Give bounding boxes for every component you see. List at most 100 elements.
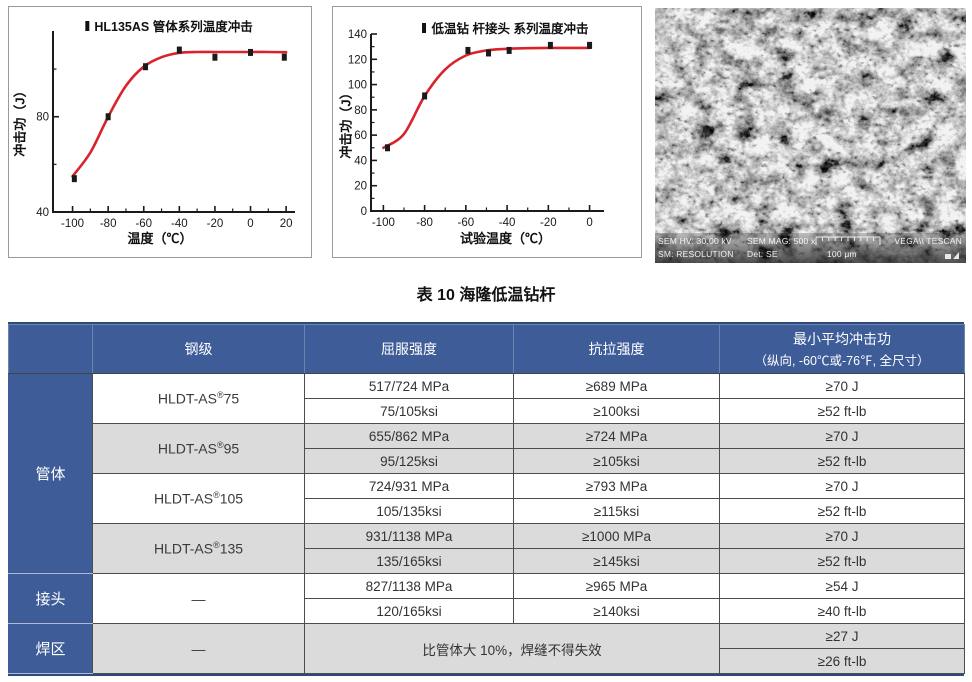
registered-mark: ® (213, 490, 220, 501)
registered-mark: ® (216, 390, 224, 401)
tensile-cell: ≥140ksi (513, 598, 720, 624)
grade-size: 105 (219, 490, 244, 507)
table-row: 75/105ksi ≥100ksi ≥52 ft-lb (9, 398, 965, 424)
tensile-cell: ≥793 MPa (513, 473, 720, 499)
sem-brand-label: VEGA\\ TESCAN (894, 236, 962, 246)
chart-1-y-axis-title: 冲击功（J） (12, 84, 28, 157)
grade-cell: — (92, 573, 305, 624)
col-header-impact: 最小平均冲击功 （纵向, -60℃或-76℉, 全尺寸） (719, 324, 965, 374)
yield-cell: 827/1138 MPa (304, 573, 514, 599)
series-marker-icon (422, 22, 427, 33)
col-header-yield: 屈服强度 (304, 324, 514, 374)
grade-cell: HLDT-AS®95 (92, 423, 305, 474)
grade-size: 75 (223, 390, 240, 407)
impact-cell: ≥70 J (719, 423, 965, 449)
tensile-cell: ≥1000 MPa (513, 523, 720, 549)
svg-text:80: 80 (36, 112, 49, 124)
svg-text:-20: -20 (207, 218, 224, 230)
tensile-cell: ≥689 MPa (513, 373, 720, 399)
impact-chart-pipe-body-plot: -100 -80 -60 -40 -20 0 20 40 80 (9, 7, 311, 257)
table-row: HLDT-AS®105 724/931 MPa ≥793 MPa ≥70 J (9, 473, 965, 524)
registered-mark: ® (213, 540, 220, 551)
svg-text:140: 140 (348, 29, 367, 41)
tescan-logo-icon (945, 252, 959, 259)
impact-chart-tool-joint-plot: -100 -80 -60 -40 -20 0 0 20 40 60 80 100 120 140 (333, 7, 641, 257)
impact-cell: ≥52 ft-lb (719, 498, 965, 524)
svg-text:-100: -100 (372, 217, 395, 229)
chart-2-y-axis-title: 冲击功（J） (338, 86, 354, 159)
chart-canvas: -100 -80 -60 -40 -20 0 20 40 80 (36, 31, 295, 230)
chart-2-legend-label: 低温钻 杆接头 系列温度冲击 (431, 22, 589, 36)
yield-cell: 724/931 MPa (304, 473, 514, 499)
grade-size: 95 (223, 440, 240, 457)
svg-text:120: 120 (348, 54, 367, 66)
impact-cell: ≥54 J (719, 573, 965, 599)
table-row: ≥26 ft-lb (9, 648, 965, 674)
sem-scale-label: 100 μm (827, 249, 857, 259)
grade-name: HLDT-AS (153, 490, 214, 507)
grade-cell: — (92, 623, 305, 674)
grade-name: HLDT-AS (157, 390, 217, 407)
col-header-impact-line2: （纵向, -60℃或-76℉, 全尺寸） (754, 354, 930, 368)
chart-canvas: -100 -80 -60 -40 -20 0 0 20 40 60 80 100 120 140 (348, 29, 604, 229)
table-row: 135/165ksi ≥145ksi ≥52 ft-lb (9, 548, 965, 574)
chart-1-legend-label: HL135AS 管体系列温度冲击 (94, 20, 253, 34)
col-header-tensile: 抗拉强度 (513, 324, 720, 374)
svg-text:-80: -80 (416, 217, 433, 229)
grade-size: 135 (219, 540, 244, 557)
impact-chart-tool-joint-panel: -100 -80 -60 -40 -20 0 0 20 40 60 80 100 120 140 低温钻 … (332, 6, 642, 258)
table-header-row: 钢级 屈服强度 抗拉强度 最小平均冲击功 （纵向, -60℃或-76℉, 全尺寸… (8, 324, 965, 374)
svg-text:-60: -60 (458, 217, 475, 229)
sem-detector-label: Det: SE (747, 249, 778, 259)
col-header-impact-line1: 最小平均冲击功 (793, 331, 891, 347)
yield-cell: 105/135ksi (304, 498, 514, 524)
yield-cell: 655/862 MPa (304, 423, 514, 449)
impact-cell: ≥70 J (719, 473, 965, 499)
chart-2-x-axis-title: 试验温度（℃） (459, 231, 551, 246)
yield-cell: 75/105ksi (304, 398, 514, 424)
tensile-cell: ≥100ksi (513, 398, 720, 424)
tensile-cell: ≥965 MPa (513, 573, 720, 599)
svg-text:0: 0 (586, 217, 592, 229)
table-row: 焊区 — 比管体大 10%，焊缝不得失效 ≥27 J (8, 623, 965, 674)
svg-text:-20: -20 (540, 217, 557, 229)
sem-micrograph-panel: SEM HV: 30.00 kV SEM MAG: 500 x VEGA\\ T… (655, 8, 966, 263)
chart-1-x-axis-title: 温度（℃） (127, 231, 193, 246)
svg-text:-80: -80 (100, 218, 117, 230)
grade-cell: HLDT-AS®75 (92, 373, 305, 424)
grade-cell: HLDT-AS®135 (92, 523, 305, 574)
sem-info-bar: SEM HV: 30.00 kV SEM MAG: 500 x VEGA\\ T… (655, 233, 966, 263)
grade-name: HLDT-AS (157, 440, 217, 457)
registered-mark: ® (216, 440, 224, 451)
series-marker-icon (85, 20, 90, 31)
svg-text:0: 0 (361, 206, 367, 218)
impact-cell: ≥70 J (719, 523, 965, 549)
chart-1-legend: HL135AS 管体系列温度冲击 (85, 16, 253, 35)
impact-cell: ≥26 ft-lb (719, 648, 965, 674)
table-row: 105/135ksi ≥115ksi ≥52 ft-lb (9, 498, 965, 524)
category-cell-tool-joint: 接头 (8, 573, 93, 624)
svg-text:40: 40 (36, 207, 49, 219)
sem-hv-label: SEM HV: 30.00 kV (658, 236, 732, 246)
col-header-category (8, 324, 93, 374)
tensile-cell: ≥105ksi (513, 448, 720, 474)
yield-cell: 120/165ksi (304, 598, 514, 624)
table-row: HLDT-AS®95 655/862 MPa ≥724 MPa ≥70 J (9, 423, 965, 474)
table-row: 管体 HLDT-AS®75 517/724 MPa ≥689 MPa ≥70 J (8, 373, 965, 574)
impact-cell: ≥52 ft-lb (719, 398, 965, 424)
grade-name: HLDT-AS (153, 540, 214, 557)
yield-cell: 95/125ksi (304, 448, 514, 474)
table-row: HLDT-AS®135 931/1138 MPa ≥1000 MPa ≥70 J (9, 523, 965, 574)
table-row: 接头 — 827/1138 MPa ≥965 MPa ≥54 J (8, 573, 965, 624)
svg-text:-60: -60 (135, 218, 152, 230)
table-row: 95/125ksi ≥105ksi ≥52 ft-lb (9, 448, 965, 474)
sem-mode-label: SM: RESOLUTION (658, 249, 734, 259)
svg-text:100: 100 (348, 80, 367, 92)
svg-text:60: 60 (354, 130, 367, 142)
svg-text:20: 20 (280, 218, 293, 230)
category-cell-weld-zone: 焊区 (8, 623, 93, 674)
impact-chart-pipe-body-panel: -100 -80 -60 -40 -20 0 20 40 80 HL135AS 管体系列温度冲击… (8, 6, 312, 258)
table-title: 表 10 海隆低温钻杆 (416, 287, 556, 304)
impact-cell: ≥52 ft-lb (719, 548, 965, 574)
sem-fracture-surface-image (655, 8, 966, 263)
